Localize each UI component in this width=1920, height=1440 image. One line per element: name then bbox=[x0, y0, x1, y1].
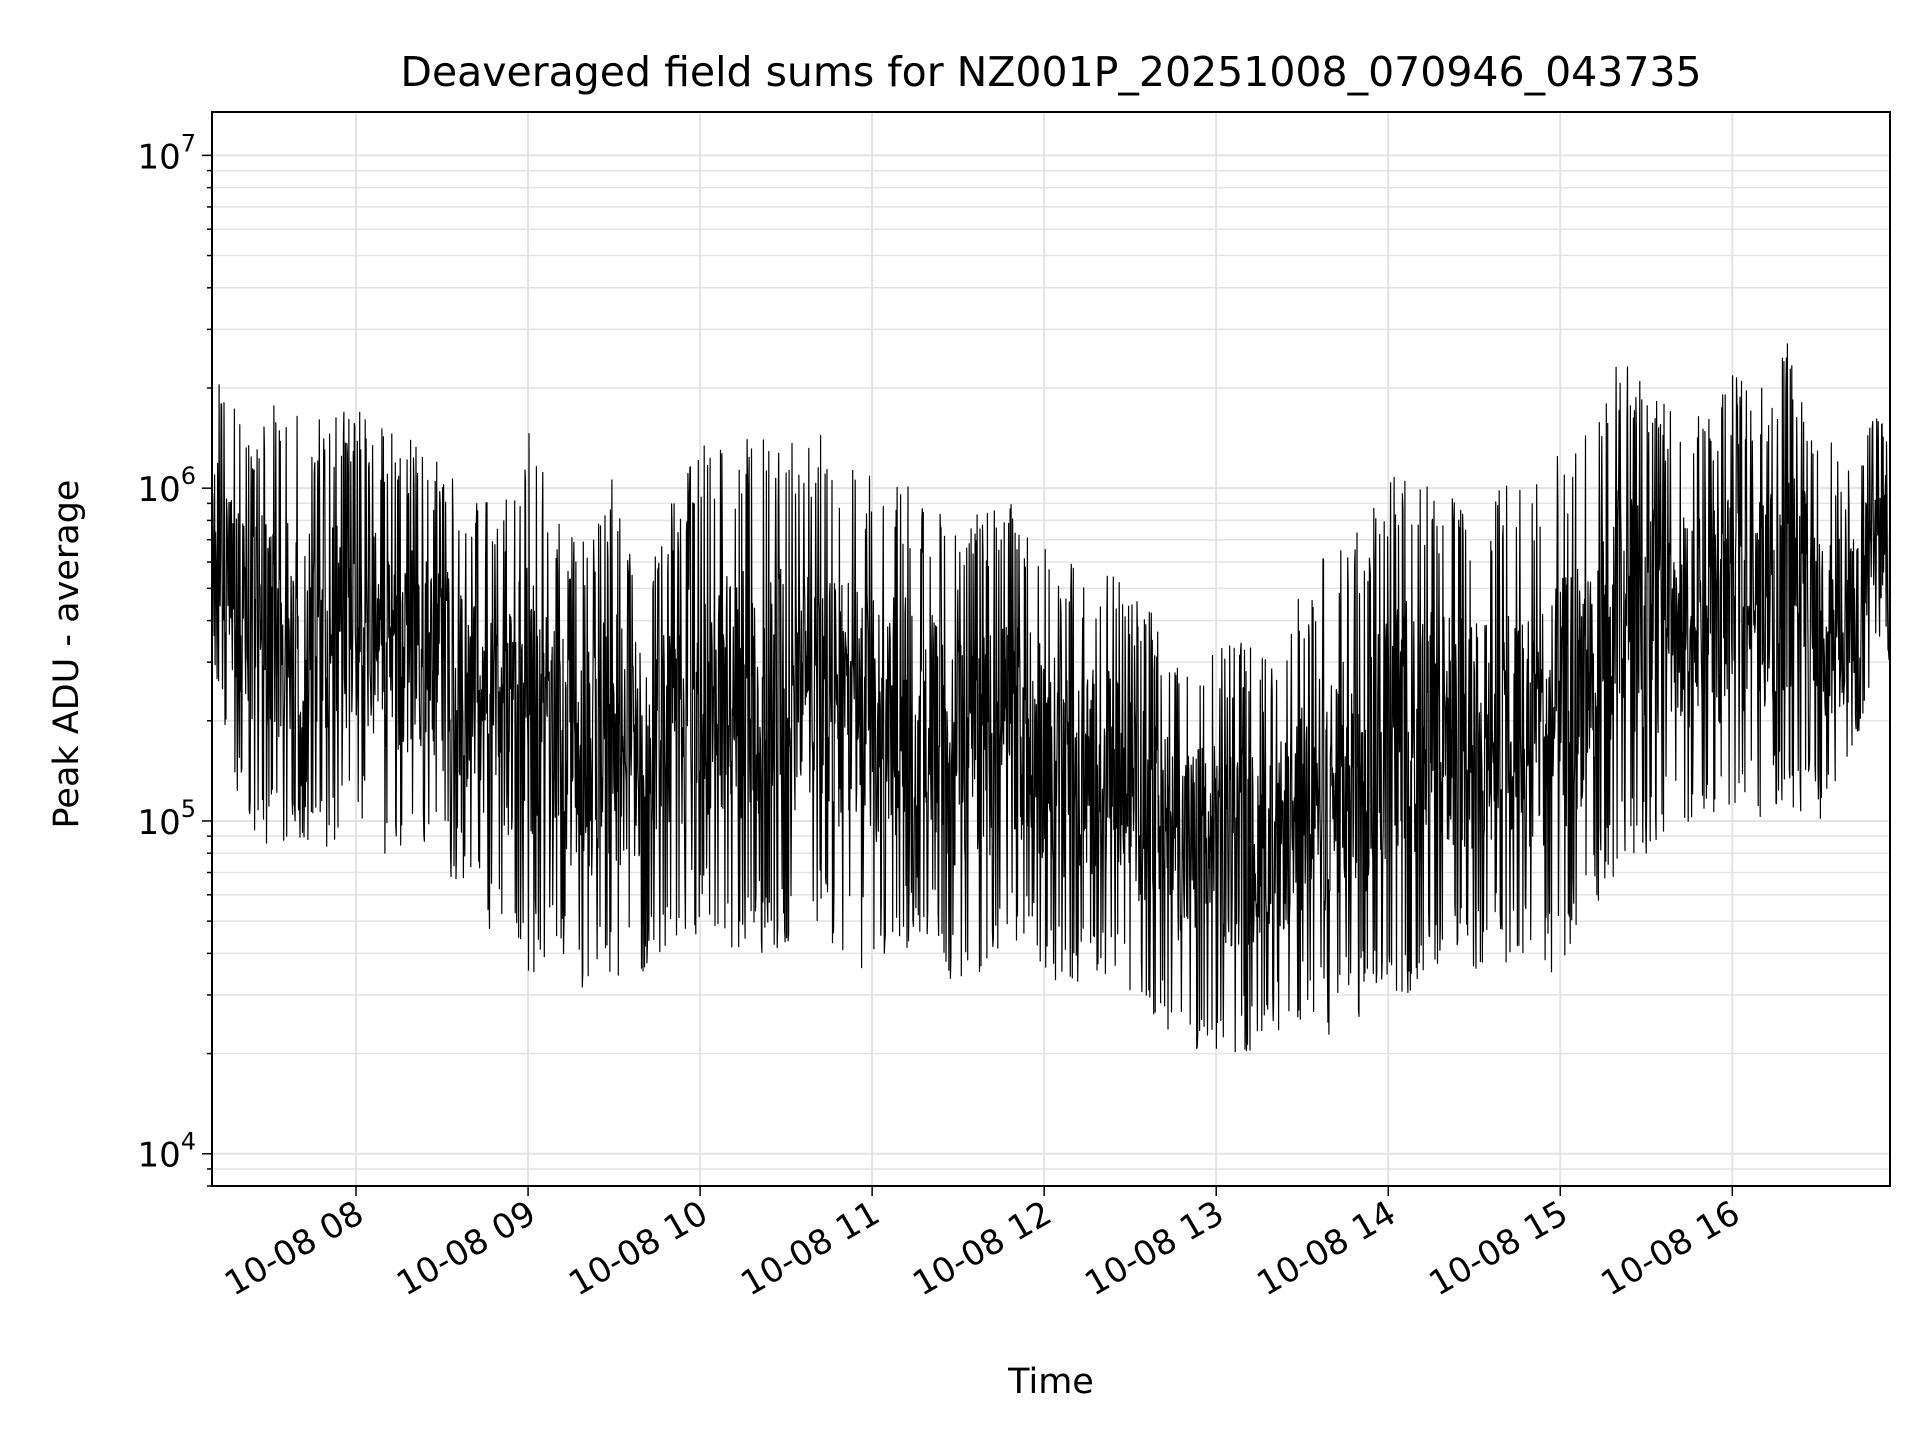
y-tick-exponent: 7 bbox=[181, 129, 196, 157]
y-tick-label: 106 bbox=[137, 462, 196, 510]
y-tick-label: 107 bbox=[137, 129, 196, 177]
series-line bbox=[212, 343, 1891, 1053]
y-tick-base: 10 bbox=[137, 470, 180, 510]
y-tick-exponent: 5 bbox=[181, 795, 196, 823]
y-tick-base: 10 bbox=[137, 1136, 180, 1176]
y-tick-label: 104 bbox=[137, 1128, 196, 1176]
y-tick-base: 10 bbox=[137, 803, 180, 843]
y-tick-base: 10 bbox=[137, 137, 180, 177]
plot-frame bbox=[211, 111, 1891, 1187]
x-axis-label: Time bbox=[1007, 1362, 1094, 1402]
y-tick-exponent: 6 bbox=[181, 462, 196, 490]
y-axis-label: Peak ADU - average bbox=[47, 480, 87, 829]
chart-title: Deaveraged field sums for NZ001P_2025100… bbox=[400, 48, 1701, 96]
y-tick-exponent: 4 bbox=[181, 1128, 196, 1156]
data-layer bbox=[212, 343, 1891, 1053]
y-tick-label: 105 bbox=[137, 795, 196, 843]
